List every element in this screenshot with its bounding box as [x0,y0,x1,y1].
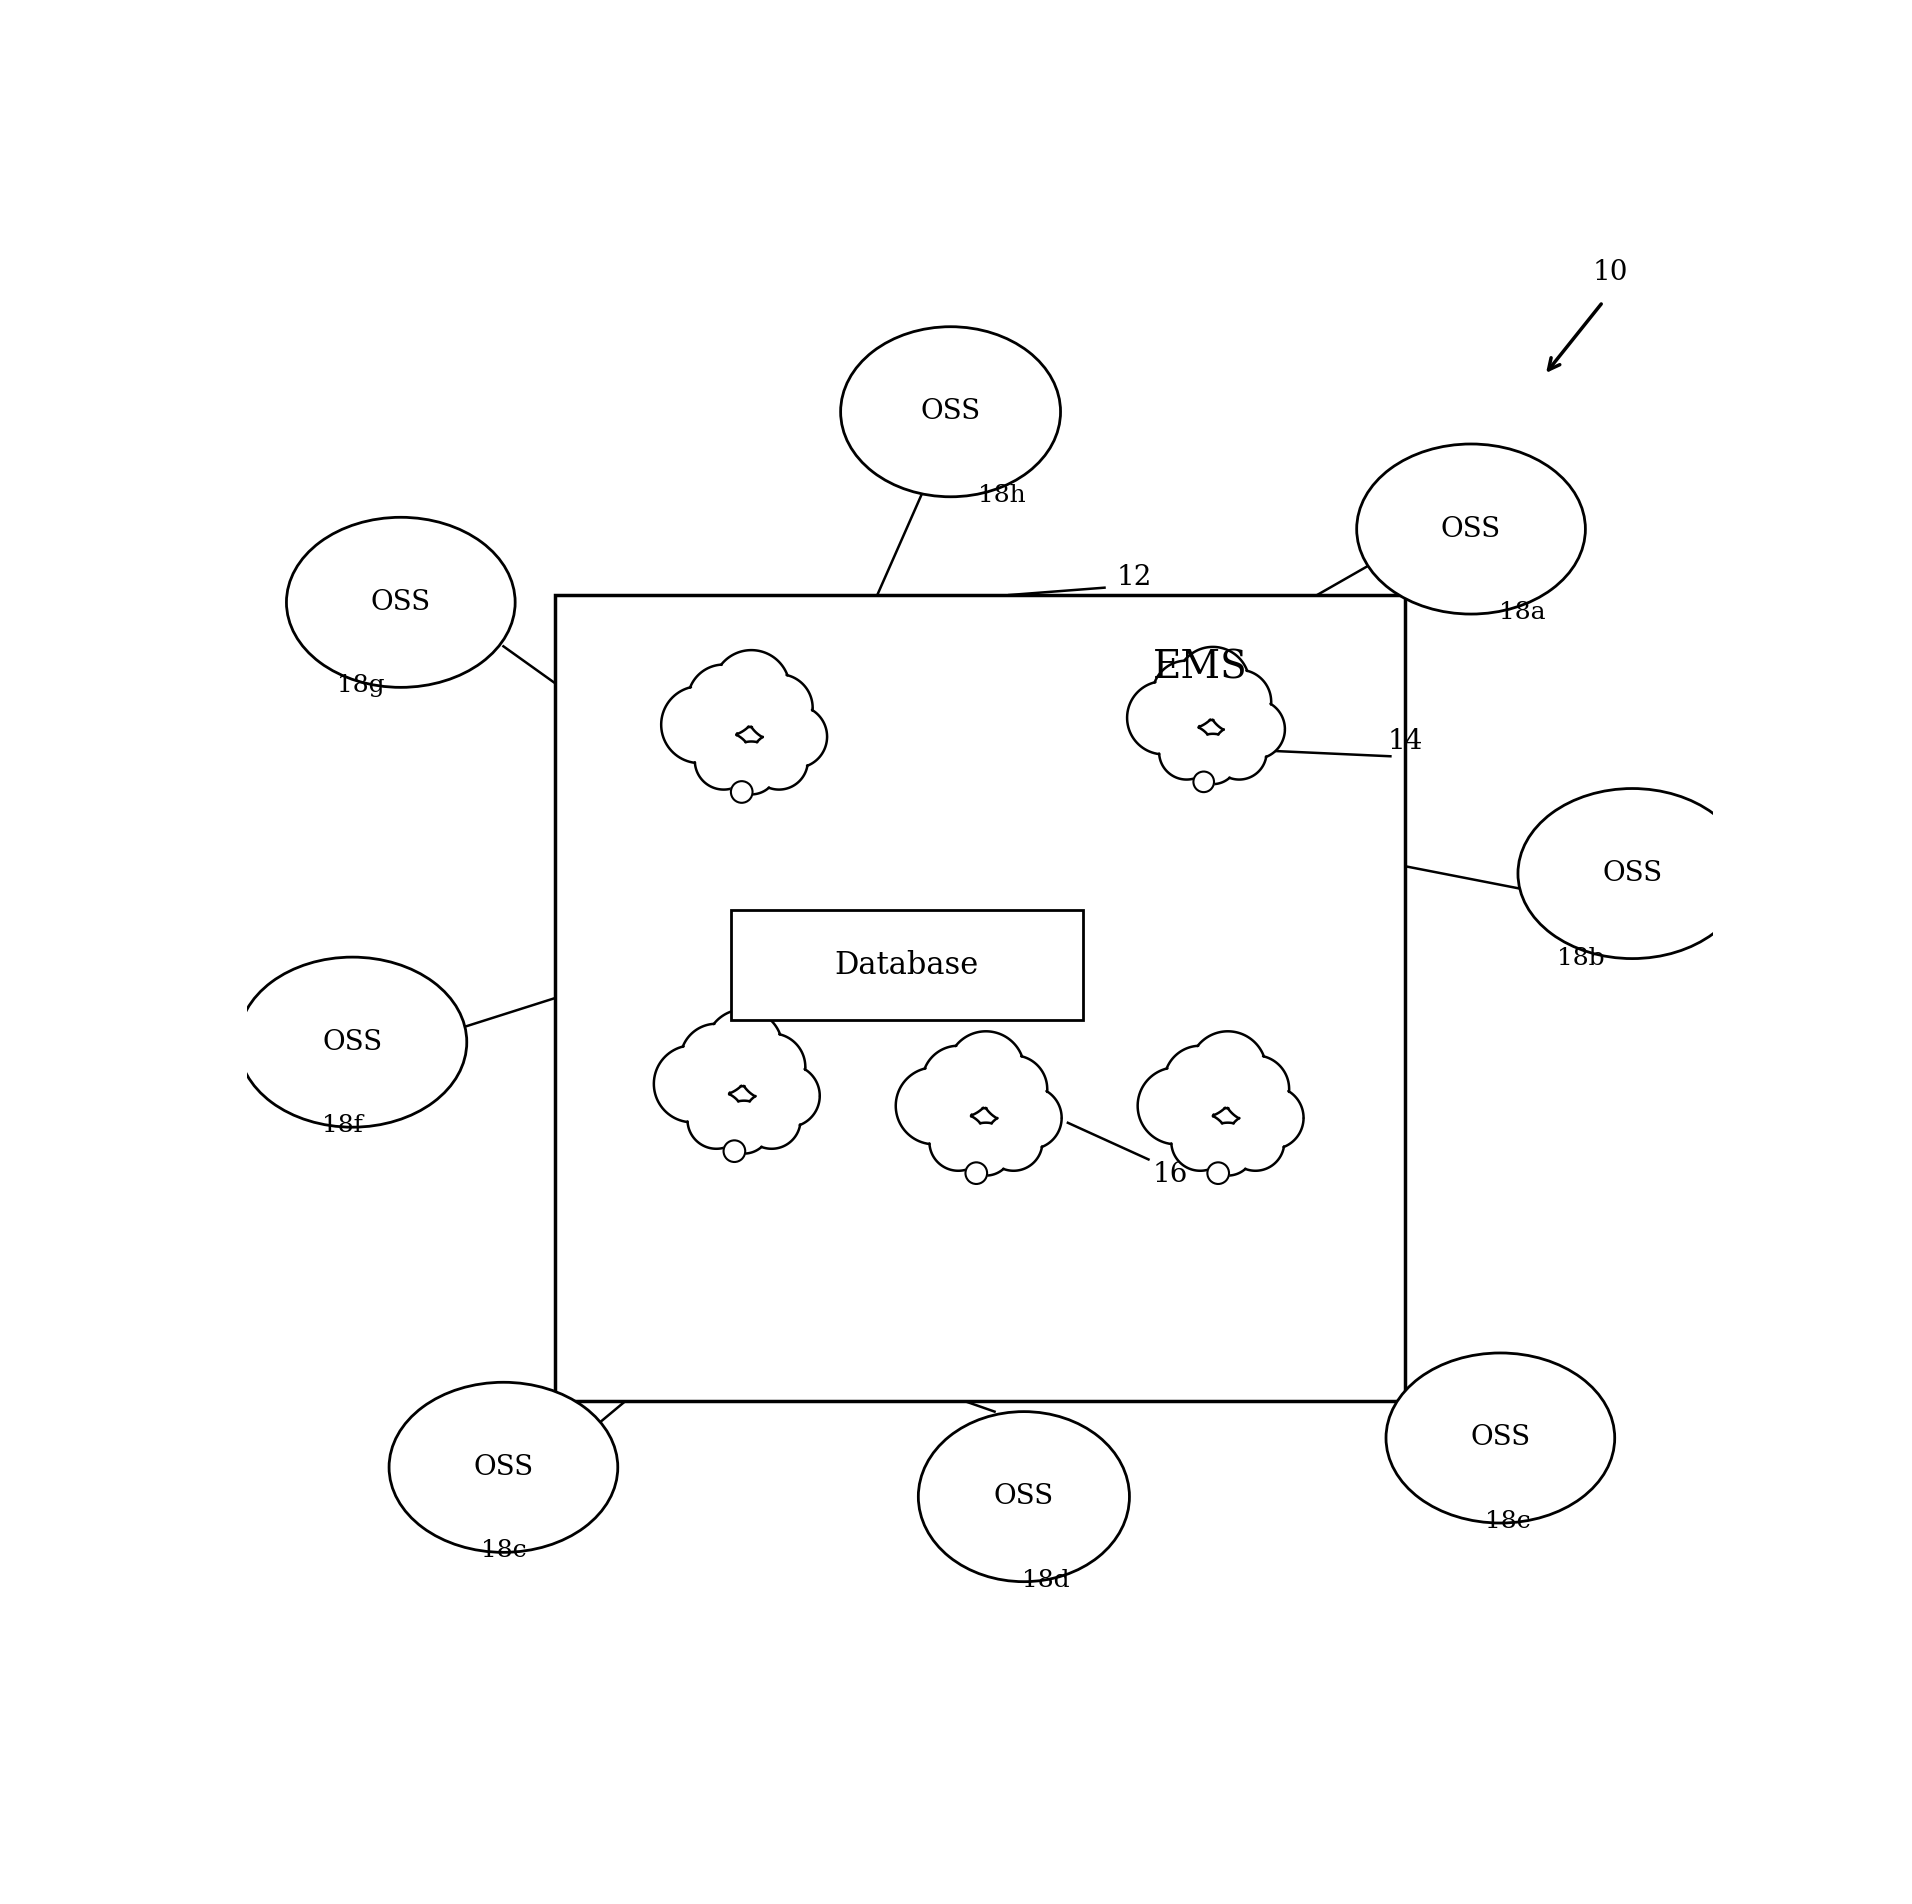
Text: 16: 16 [1153,1161,1187,1188]
Circle shape [1201,1123,1254,1175]
Circle shape [742,1091,801,1148]
Circle shape [960,1123,1011,1175]
Circle shape [1226,699,1285,760]
Ellipse shape [841,327,1061,497]
Text: OSS: OSS [1470,1424,1530,1451]
Circle shape [713,649,790,727]
Circle shape [694,731,753,790]
Text: OSS: OSS [474,1455,533,1481]
Circle shape [1176,647,1249,720]
Circle shape [1187,733,1237,784]
Circle shape [681,1024,753,1097]
Circle shape [1193,771,1214,792]
Circle shape [730,781,753,803]
Text: 18c: 18c [480,1540,526,1563]
Circle shape [717,1101,771,1154]
Ellipse shape [1386,1354,1616,1523]
Circle shape [966,1161,987,1184]
Circle shape [662,685,738,764]
Circle shape [1164,1045,1237,1118]
Ellipse shape [918,1411,1130,1582]
Text: OSS: OSS [323,1028,382,1055]
Circle shape [948,1032,1025,1108]
Text: OSS: OSS [1442,516,1501,543]
Circle shape [1241,1087,1304,1150]
Circle shape [922,1045,994,1118]
Circle shape [1000,1087,1061,1150]
Circle shape [1222,1055,1289,1123]
Circle shape [1138,1068,1214,1144]
Text: OSS: OSS [1602,861,1662,887]
Circle shape [750,731,809,790]
Circle shape [1126,682,1201,754]
Circle shape [746,674,813,741]
Circle shape [688,664,759,737]
Ellipse shape [1358,444,1585,615]
Text: 18h: 18h [979,484,1025,506]
Text: Database: Database [834,950,979,981]
Circle shape [706,1009,782,1087]
Text: 18c: 18c [1486,1510,1530,1533]
Circle shape [1172,1114,1229,1171]
Circle shape [1153,661,1222,729]
Ellipse shape [1518,788,1748,958]
Circle shape [1212,725,1266,779]
Text: OSS: OSS [920,398,981,425]
Text: 18d: 18d [1023,1569,1069,1592]
Circle shape [1159,725,1214,779]
Text: OSS: OSS [371,588,430,615]
Circle shape [1206,1161,1229,1184]
Circle shape [929,1114,987,1171]
Circle shape [985,1114,1042,1171]
Text: 18g: 18g [337,674,384,697]
Ellipse shape [287,518,514,687]
Circle shape [765,704,828,767]
Circle shape [1228,1114,1285,1171]
Circle shape [757,1064,820,1127]
Text: 18f: 18f [321,1114,363,1137]
Circle shape [654,1045,730,1121]
Circle shape [688,1091,746,1148]
Text: 10: 10 [1593,259,1627,286]
Ellipse shape [239,958,467,1127]
Text: OSS: OSS [994,1483,1054,1510]
Circle shape [979,1055,1048,1123]
Circle shape [895,1068,973,1144]
Circle shape [725,741,778,794]
Text: EMS: EMS [1153,649,1247,687]
Text: 14: 14 [1388,727,1423,756]
Ellipse shape [388,1382,618,1552]
Bar [730,910,1082,1021]
Text: 12: 12 [1117,564,1151,590]
Circle shape [1189,1032,1266,1108]
Circle shape [723,1140,746,1161]
Circle shape [1206,670,1271,733]
Text: 18a: 18a [1499,602,1545,625]
Bar [554,594,1405,1401]
Text: 18b: 18b [1556,946,1604,969]
Circle shape [738,1034,805,1101]
